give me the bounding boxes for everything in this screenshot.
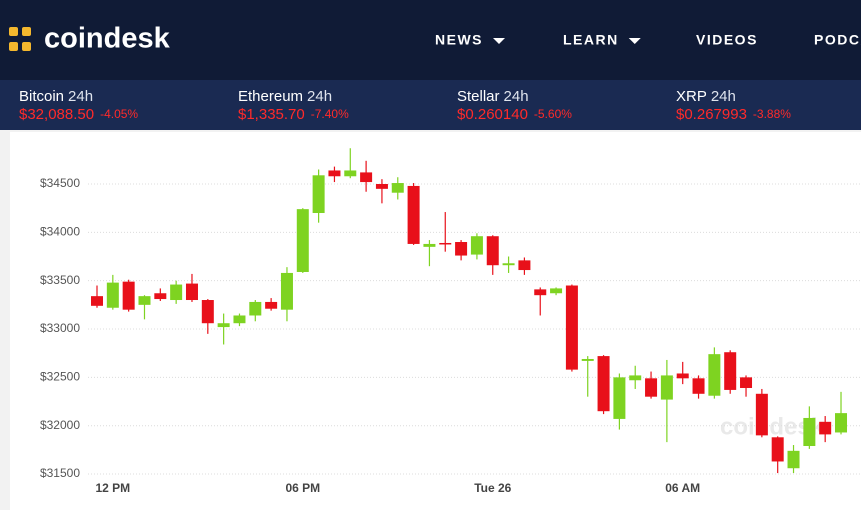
y-tick-label: $31500 [40,466,80,480]
candle-body [676,373,689,379]
ticker-change: -7.40% [311,107,349,121]
candle-body [296,209,309,272]
candle-body [835,413,848,433]
y-tick-label: $33000 [40,321,80,335]
candle-body [708,354,721,396]
logo-icon [9,27,31,51]
candle-body [613,377,626,419]
top-bar [0,0,861,80]
candle-body [502,263,515,266]
candle-body [629,375,642,381]
candle-body [581,358,594,361]
candle-body [122,281,135,310]
candle-body [106,282,119,308]
candle-body [280,272,293,310]
nav-item[interactable]: NEWS [435,32,483,48]
x-tick-label: 12 PM [95,481,130,495]
candle-body [724,352,737,390]
candle-body [154,293,167,300]
candle-body [755,393,768,436]
y-tick-label: $32000 [40,418,80,432]
candle-body [344,170,357,177]
candle-body [312,175,325,214]
candle-body [597,356,610,412]
candle-body [265,301,278,309]
y-tick-label: $33500 [40,273,80,287]
ticker-price: $32,088.50 [19,106,94,123]
ticker-period: 24h [68,88,93,105]
candle-body [249,301,262,316]
candle-body [518,260,531,271]
candle-body [217,323,230,328]
y-tick-label: $34500 [40,176,80,190]
candle-body [803,417,816,446]
candle-body [787,450,800,469]
ticker-name[interactable]: Stellar [457,88,500,105]
ticker-period: 24h [307,88,332,105]
x-tick-label: Tue 26 [474,481,511,495]
ticker-change: -4.05% [100,107,138,121]
candle-body [185,283,198,301]
candle-body [328,170,341,177]
x-tick-label: 06 AM [665,481,700,495]
dropdown-arrow [493,38,505,44]
dropdown-arrow [628,38,641,44]
x-tick-label: 06 PM [285,481,320,495]
nav-item[interactable]: PODCA [814,32,861,48]
candle-body [423,243,436,247]
ticker-period: 24h [711,88,736,105]
candle-body [375,184,388,189]
chart-card [10,132,861,510]
candle-body [645,378,658,397]
logo[interactable]: coindesk [44,23,171,55]
ticker-name[interactable]: XRP [676,88,707,105]
candle-body [360,172,373,183]
candle-body [439,242,452,245]
candle-body [740,377,753,388]
candle-body [692,378,705,394]
nav-item[interactable]: LEARN [563,32,619,48]
candle-body [819,421,832,435]
y-tick-label: $34000 [40,225,80,239]
ticker-bar [0,80,861,130]
candle-body [138,296,151,305]
candle-body [771,437,784,462]
candle-body [407,185,420,244]
candle-body [170,284,183,301]
nav-item[interactable]: VIDEOS [696,32,758,48]
candle-body [660,375,673,400]
ticker-price: $0.260140 [457,106,528,123]
candle-body [201,300,214,324]
candle-body [550,288,563,294]
candle-body [455,242,468,256]
ticker-price: $1,335.70 [238,106,305,123]
ticker-name[interactable]: Bitcoin [19,88,64,105]
candle-body [391,183,404,193]
y-tick-label: $32500 [40,370,80,384]
candle-body [91,296,103,306]
ticker-change: -5.60% [534,107,572,121]
ticker-period: 24h [504,88,529,105]
ticker-price: $0.267993 [676,106,747,123]
candle-body [470,236,483,255]
candle-body [534,289,547,296]
candle-body [486,236,499,266]
ticker-change: -3.88% [753,107,791,121]
candle-body [565,285,578,370]
candle-body [233,315,246,324]
ticker-name[interactable]: Ethereum [238,88,303,105]
